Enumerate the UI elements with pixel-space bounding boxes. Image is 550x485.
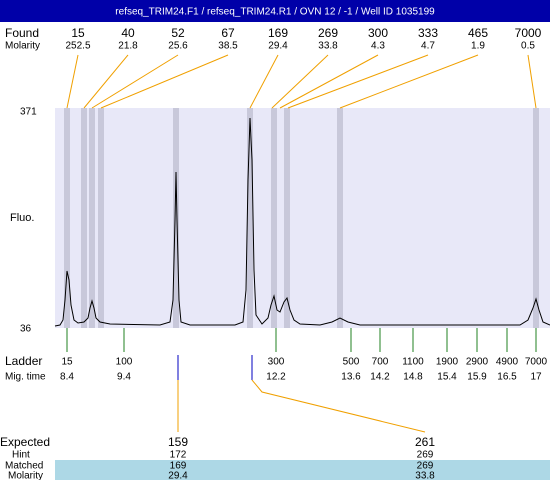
- found-connector: [249, 54, 279, 109]
- found-size: 333: [418, 26, 438, 40]
- found-size: 52: [171, 26, 185, 40]
- ladder-size: 500: [343, 357, 360, 368]
- found-size: 40: [121, 26, 135, 40]
- title-bar: [0, 0, 550, 22]
- found-molarity: 21.8: [118, 41, 138, 52]
- found-molarity: 4.3: [371, 41, 385, 52]
- found-size: 7000: [515, 26, 542, 40]
- dynamic: 15252.54021.85225.66738.516929.426933.83…: [60, 26, 548, 481]
- ladder-size: 4900: [496, 357, 519, 368]
- matched-size: 269: [417, 461, 434, 472]
- found-connector: [339, 54, 479, 109]
- ladder-size: 2900: [466, 357, 489, 368]
- band: [81, 108, 87, 328]
- found-connector: [527, 54, 537, 109]
- expected-size: 261: [415, 435, 435, 449]
- found-molarity: 4.7: [421, 41, 435, 52]
- hint-size: 269: [417, 450, 434, 461]
- ladder-time: 16.5: [497, 372, 517, 383]
- found-molarity: 252.5: [65, 41, 90, 52]
- found-size: 15: [71, 26, 85, 40]
- ladder-time: 14.2: [370, 372, 390, 383]
- hint-size: 172: [170, 450, 187, 461]
- ladder-size: 7000: [525, 357, 548, 368]
- band: [89, 108, 95, 328]
- found-molarity: 1.9: [471, 41, 485, 52]
- ladder-time: 12.2: [266, 372, 286, 383]
- ladder-label: Ladder: [5, 354, 42, 368]
- found-connector: [287, 54, 429, 109]
- connector: [251, 379, 426, 433]
- found-connector: [91, 54, 179, 109]
- y-bottom-label: 36: [20, 324, 32, 335]
- ladder-time: 15.9: [467, 372, 487, 383]
- found-size: 269: [318, 26, 338, 40]
- mig-time-label: Mig. time: [5, 372, 46, 383]
- ladder-time: 14.8: [403, 372, 423, 383]
- hint-label: Hint: [12, 450, 30, 461]
- band: [173, 108, 179, 328]
- matched-molarity: 29.4: [168, 471, 188, 480]
- band: [247, 108, 253, 328]
- found-label: Found: [5, 26, 39, 40]
- matched-label: Matched: [5, 461, 43, 472]
- found-connector: [279, 54, 379, 109]
- found-size: 465: [468, 26, 488, 40]
- found-connector: [66, 54, 79, 109]
- band: [337, 108, 343, 328]
- exp-molarity-label: Molarity: [8, 471, 43, 480]
- ladder-size: 100: [116, 357, 133, 368]
- title: refseq_TRIM24.F1 / refseq_TRIM24.R1 / OV…: [115, 7, 435, 18]
- peak-bands: [64, 108, 539, 328]
- y-axis-label: Fluo.: [10, 212, 34, 224]
- found-molarity: 33.8: [318, 41, 338, 52]
- band: [284, 108, 290, 328]
- found-size: 169: [268, 26, 288, 40]
- matched-size: 169: [170, 461, 187, 472]
- ladder-time: 8.4: [60, 372, 74, 383]
- ladder-time: 9.4: [117, 372, 131, 383]
- found-size: 67: [221, 26, 235, 40]
- found-molarity: 0.5: [521, 41, 535, 52]
- band: [533, 108, 539, 328]
- found-connector: [271, 54, 329, 109]
- band: [64, 108, 70, 328]
- found-molarity: 29.4: [268, 41, 288, 52]
- found-molarity: 25.6: [168, 41, 188, 52]
- ladder-size: 1100: [402, 357, 424, 368]
- expected-label: Expected: [0, 435, 50, 449]
- ladder-time: 15.4: [437, 372, 457, 383]
- ladder-size: 700: [372, 357, 389, 368]
- matched-highlight: [55, 460, 550, 480]
- band: [98, 108, 104, 328]
- found-connector: [83, 54, 129, 109]
- ladder-time: 17: [530, 372, 542, 383]
- ladder-time: 13.6: [341, 372, 361, 383]
- ladder-size: 1900: [436, 357, 459, 368]
- plot-area: [55, 108, 550, 328]
- trace: [54, 117, 550, 327]
- found-size: 300: [368, 26, 388, 40]
- found-connector: [100, 54, 229, 109]
- expected-size: 159: [168, 435, 188, 449]
- band: [271, 108, 277, 328]
- found-molarity: 38.5: [218, 41, 238, 52]
- matched-molarity: 33.8: [415, 471, 435, 480]
- ladder-size: 15: [61, 357, 73, 368]
- y-top-label: 371: [20, 107, 37, 118]
- ladder-size: 300: [268, 357, 285, 368]
- molarity-label: Molarity: [5, 41, 40, 52]
